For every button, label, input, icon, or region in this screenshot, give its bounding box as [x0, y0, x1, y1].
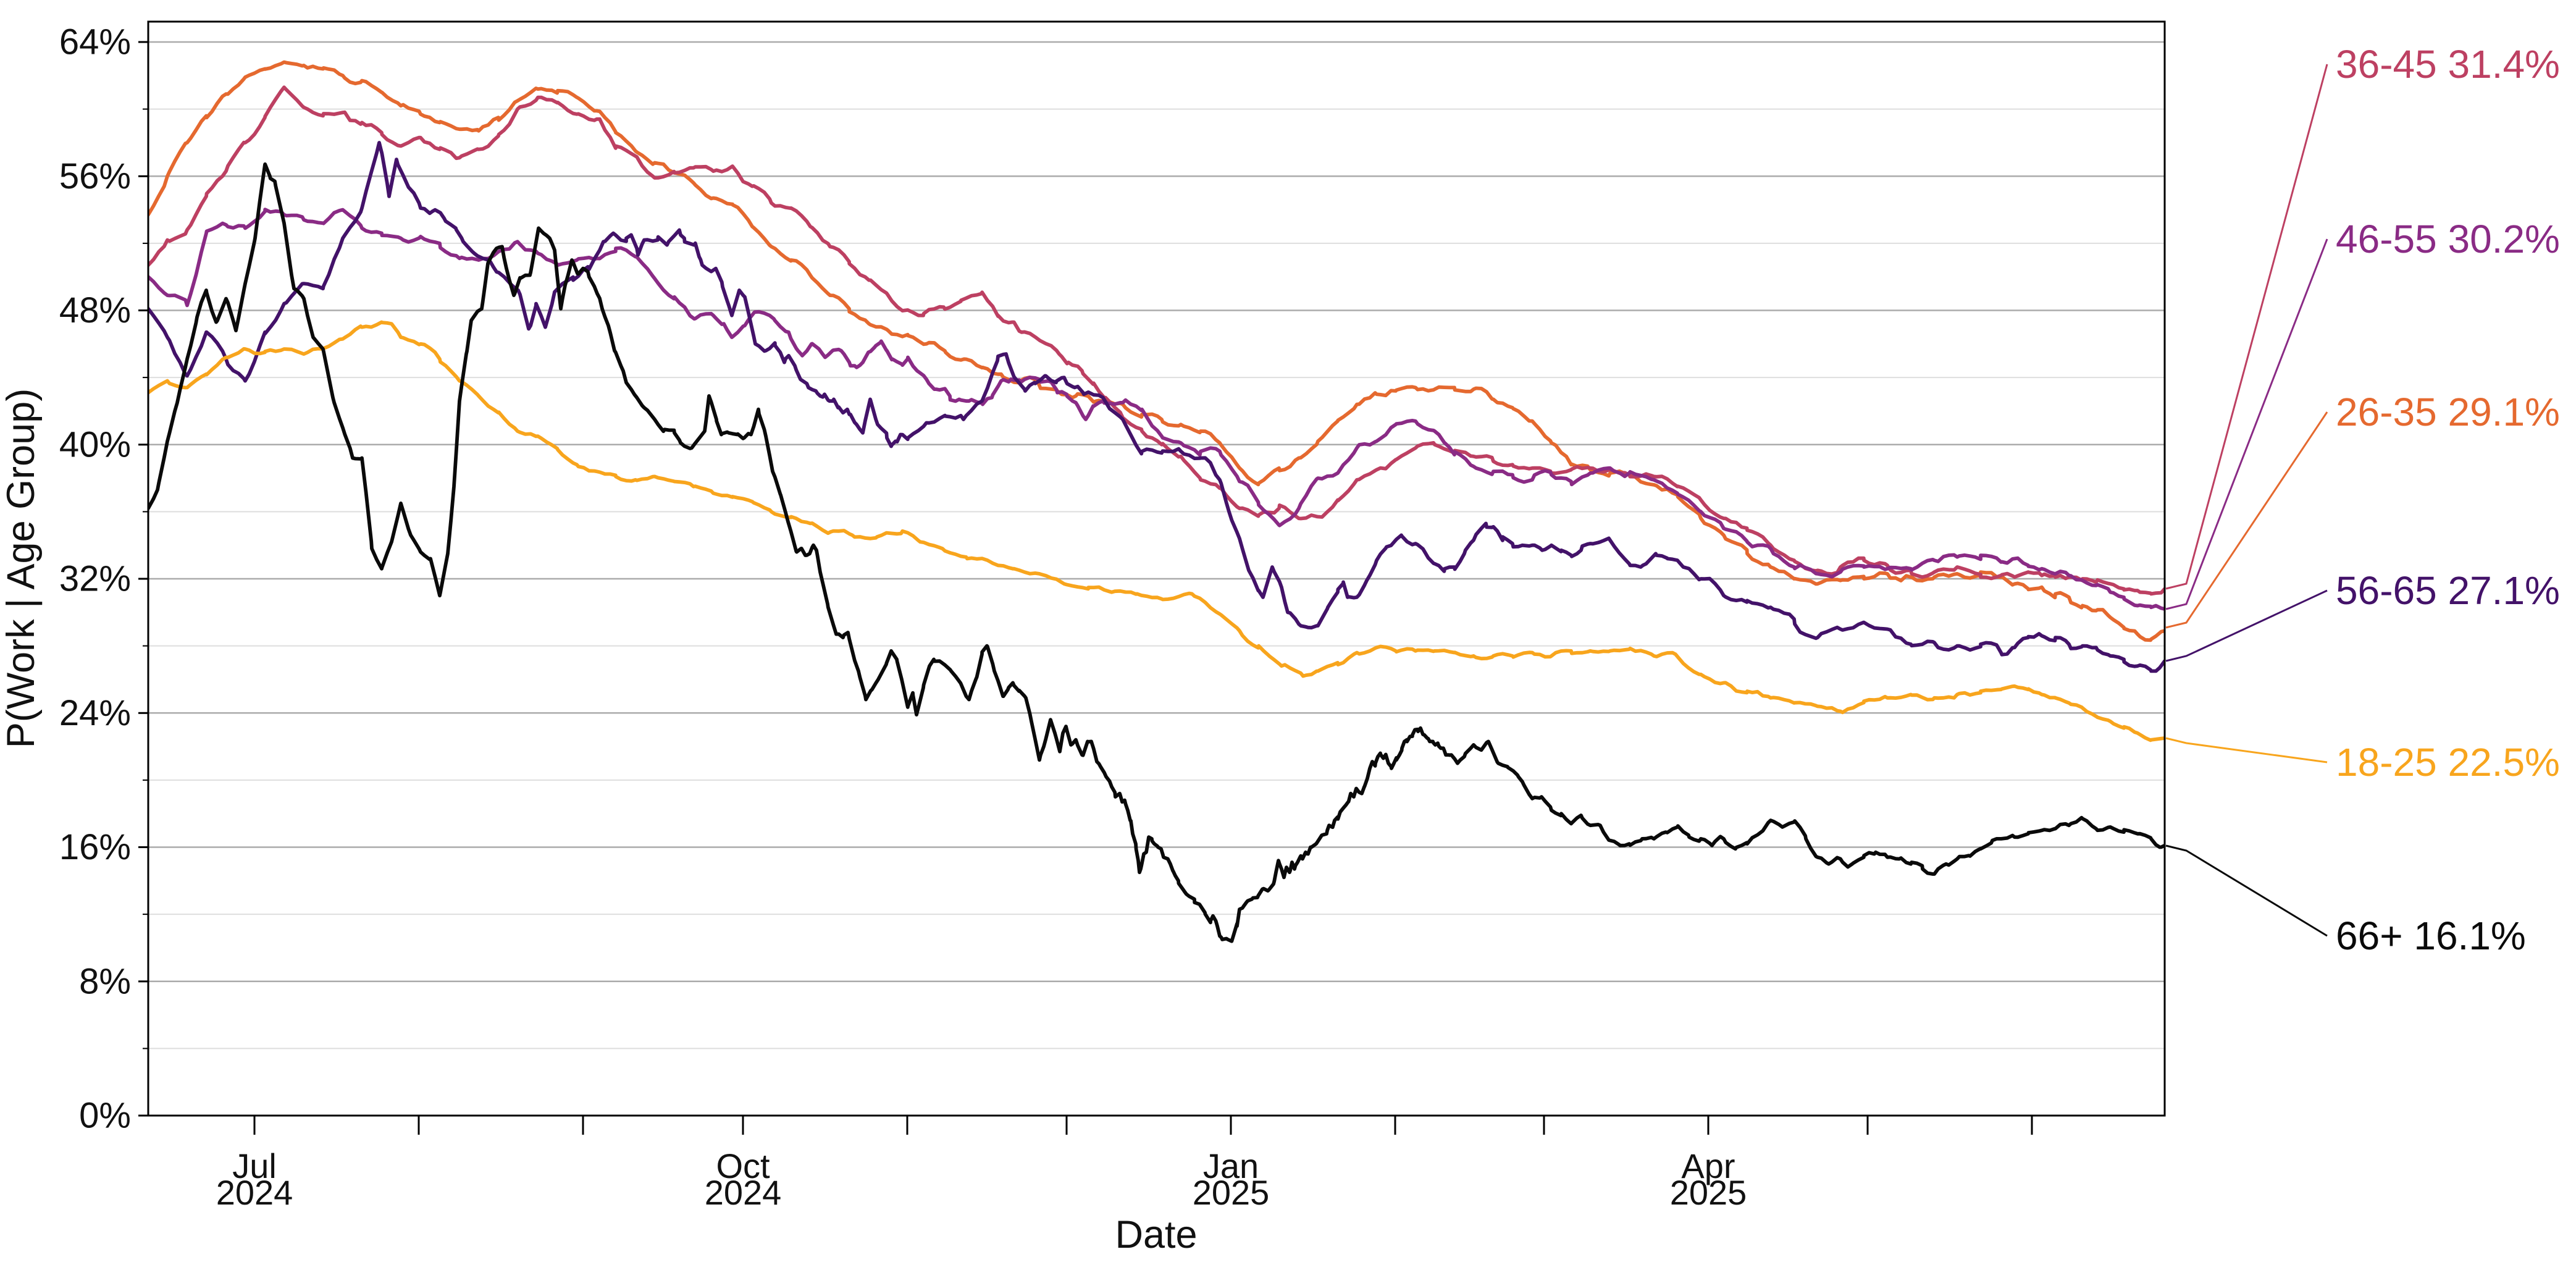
- svg-text:Jul: Jul: [232, 1146, 277, 1185]
- svg-text:32%: 32%: [59, 559, 131, 599]
- svg-text:P(Work | Age Group): P(Work | Age Group): [0, 389, 43, 748]
- svg-text:0%: 0%: [79, 1096, 131, 1136]
- svg-text:Date: Date: [1115, 1213, 1197, 1256]
- svg-text:66+ 16.1%: 66+ 16.1%: [2336, 914, 2526, 958]
- svg-text:2025: 2025: [1670, 1173, 1747, 1212]
- svg-text:36-45 31.4%: 36-45 31.4%: [2336, 42, 2560, 86]
- svg-text:46-55 30.2%: 46-55 30.2%: [2336, 217, 2560, 261]
- svg-text:26-35 29.1%: 26-35 29.1%: [2336, 390, 2560, 434]
- svg-text:24%: 24%: [59, 693, 131, 733]
- svg-text:64%: 64%: [59, 22, 131, 62]
- svg-text:Jan: Jan: [1203, 1146, 1259, 1185]
- svg-text:2024: 2024: [705, 1173, 782, 1212]
- svg-text:2025: 2025: [1193, 1173, 1270, 1212]
- svg-text:Apr: Apr: [1681, 1146, 1735, 1185]
- svg-text:18-25 22.5%: 18-25 22.5%: [2336, 740, 2560, 784]
- svg-text:2024: 2024: [216, 1173, 293, 1212]
- svg-text:56%: 56%: [59, 156, 131, 196]
- svg-text:16%: 16%: [59, 827, 131, 867]
- svg-text:Oct: Oct: [716, 1146, 770, 1185]
- svg-text:48%: 48%: [59, 290, 131, 330]
- svg-text:40%: 40%: [59, 424, 131, 465]
- svg-text:8%: 8%: [79, 961, 131, 1001]
- svg-text:56-65 27.1%: 56-65 27.1%: [2336, 568, 2560, 613]
